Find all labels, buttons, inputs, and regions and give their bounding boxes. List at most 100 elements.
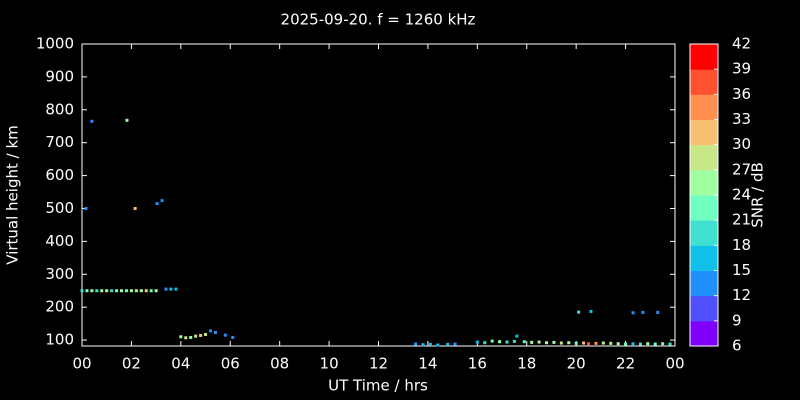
point <box>483 341 487 345</box>
point <box>624 342 628 346</box>
y-tick-label: 900 <box>45 67 74 85</box>
point <box>577 310 581 314</box>
point <box>537 340 541 344</box>
point <box>646 342 650 346</box>
point <box>631 311 635 315</box>
point <box>609 341 613 345</box>
point <box>631 342 635 346</box>
point <box>204 332 208 336</box>
point <box>559 341 563 345</box>
point <box>587 342 591 346</box>
colorbar-tick-label: 33 <box>732 110 751 128</box>
point <box>154 289 158 293</box>
colorbar-tick-label: 6 <box>732 337 742 355</box>
y-tick-label: 100 <box>45 331 74 349</box>
y-axis-label: Virtual height / km <box>4 125 22 264</box>
point <box>638 342 642 346</box>
point <box>522 340 526 344</box>
x-tick-label: 12 <box>369 355 388 373</box>
point <box>223 333 227 337</box>
colorbar-band <box>690 220 718 246</box>
point <box>490 339 494 343</box>
point <box>616 342 620 346</box>
colorbar-tick-label: 18 <box>732 236 751 254</box>
y-tick-label: 1000 <box>36 35 74 53</box>
colorbar-band <box>690 69 718 95</box>
point <box>574 341 578 345</box>
y-tick-label: 300 <box>45 265 74 283</box>
point <box>512 339 516 343</box>
point <box>110 289 114 293</box>
point <box>115 289 119 293</box>
point <box>179 335 183 339</box>
point <box>453 342 457 346</box>
y-tick-label: 700 <box>45 133 74 151</box>
point <box>134 289 138 293</box>
colorbar-band <box>690 44 718 70</box>
point <box>428 342 432 346</box>
point <box>530 340 534 344</box>
point <box>80 289 84 293</box>
colorbar-tick-label: 21 <box>732 211 751 229</box>
x-tick-label: 06 <box>221 355 240 373</box>
point <box>641 310 645 314</box>
colorbar-tick-label: 9 <box>732 311 742 329</box>
colorbar-band <box>690 270 718 297</box>
point <box>656 310 660 314</box>
point <box>105 289 109 293</box>
point <box>149 289 153 293</box>
x-tick-label: 16 <box>468 355 487 373</box>
x-tick-label: 02 <box>122 355 141 373</box>
point <box>144 289 148 293</box>
colorbar-tick-label: 42 <box>732 35 751 53</box>
x-tick-label: 14 <box>418 355 437 373</box>
colorbar-band <box>690 119 718 146</box>
colorbar-tick-label: 24 <box>732 186 751 204</box>
point <box>213 331 217 335</box>
point <box>421 343 425 347</box>
x-tick-label: 00 <box>665 355 684 373</box>
point <box>194 334 198 338</box>
point <box>120 289 124 293</box>
x-tick-label: 10 <box>320 355 339 373</box>
point <box>545 341 549 345</box>
colorbar-tick-label: 39 <box>732 60 751 78</box>
point <box>174 287 178 291</box>
x-tick-label: 00 <box>72 355 91 373</box>
point <box>155 202 159 206</box>
point <box>184 336 188 340</box>
y-tick-label: 500 <box>45 199 74 217</box>
point <box>164 287 168 291</box>
point <box>125 118 129 122</box>
point <box>129 289 133 293</box>
x-tick-label: 20 <box>567 355 586 373</box>
colorbar-tick-label: 36 <box>732 85 751 103</box>
colorbar-band <box>690 320 718 347</box>
colorbar-band <box>690 245 718 271</box>
colorbar-tick-label: 12 <box>732 286 751 304</box>
point <box>208 329 212 333</box>
point <box>124 289 128 293</box>
point <box>505 340 509 344</box>
y-tick-label: 200 <box>45 298 74 316</box>
point <box>601 341 605 345</box>
point <box>139 289 143 293</box>
point <box>85 289 89 293</box>
x-axis-label: UT Time / hrs <box>328 377 428 395</box>
point <box>446 342 450 346</box>
point <box>552 340 556 344</box>
point <box>199 333 203 337</box>
point <box>589 309 593 313</box>
colorbar-band <box>690 144 718 171</box>
chart-title: 2025-09-20. f = 1260 kHz <box>281 11 476 29</box>
y-tick-label: 600 <box>45 166 74 184</box>
plot-frame <box>81 43 676 347</box>
point <box>133 206 137 210</box>
point <box>414 342 418 346</box>
colorbar-band <box>690 195 718 221</box>
x-tick-label: 04 <box>171 355 190 373</box>
colorbar-band <box>690 295 718 322</box>
point <box>594 341 598 345</box>
point <box>84 206 88 210</box>
